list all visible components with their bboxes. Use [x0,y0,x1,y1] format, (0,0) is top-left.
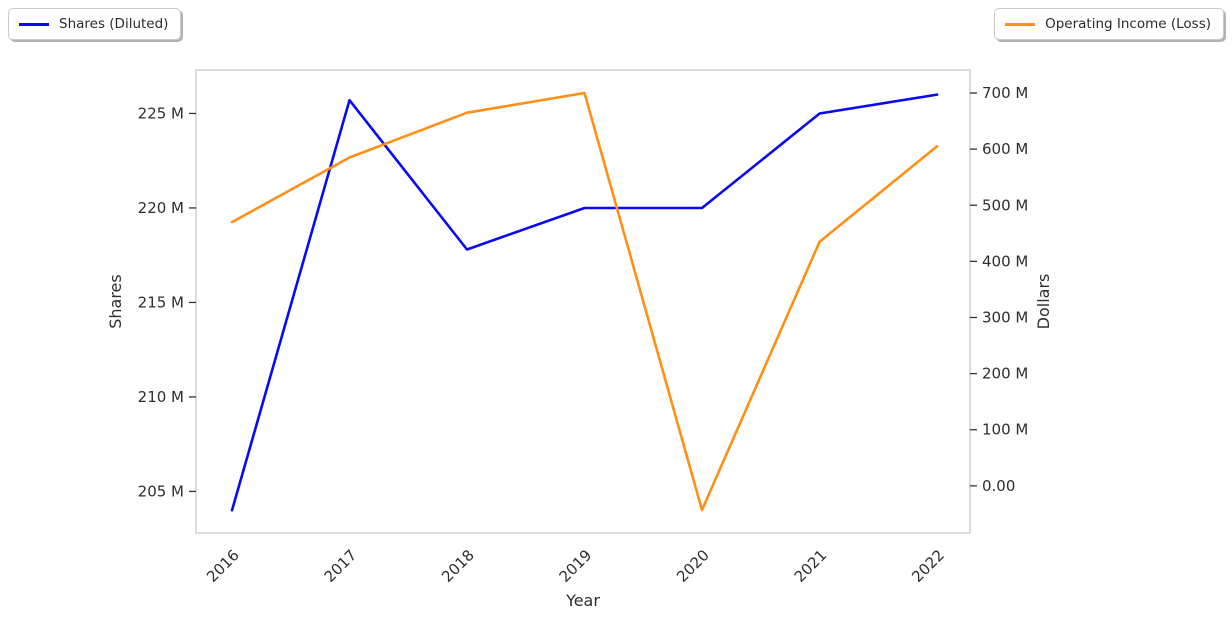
x-axis-tick-label: 2019 [556,546,596,586]
left-axis-tick-label: 205 M [138,482,184,500]
x-axis-tick-label: 2022 [908,546,948,586]
right-axis-tick-label: 0.00 [982,477,1015,495]
right-axis-tick-label: 500 M [982,196,1028,214]
x-axis-tick-label: 2020 [673,546,713,586]
series-line-operating-income-loss [230,91,939,512]
left-axis-tick-label: 215 M [138,293,184,311]
x-axis-tick-label: 2018 [438,546,478,586]
x-axis-title: Year [565,591,600,610]
right-axis-tick-label: 400 M [982,252,1028,270]
right-axis-tick-label: 300 M [982,308,1028,326]
right-axis-tick-label: 100 M [982,421,1028,439]
left-axis-tick-label: 210 M [138,388,184,406]
series-line-shares-diluted [230,93,939,512]
left-axis-tick-label: 220 M [138,199,184,217]
legend-shares-diluted: Shares (Diluted) [8,8,182,40]
legend-label-operating-income: Operating Income (Loss) [1045,16,1211,32]
right-axis-tick-label: 200 M [982,365,1028,383]
left-axis-tick-label: 225 M [138,104,184,122]
right-axis-tick-label: 600 M [982,140,1028,158]
x-axis-tick-label: 2016 [203,546,243,586]
right-axis-title: Dollars [1034,274,1053,330]
right-axis-tick-label: 700 M [982,84,1028,102]
x-axis-tick-label: 2021 [791,546,831,586]
legend-line-swatch-blue [19,22,49,26]
legend-operating-income: Operating Income (Loss) [994,8,1224,40]
x-axis-tick-label: 2017 [321,546,361,586]
legend-label-shares-diluted: Shares (Diluted) [59,16,169,32]
plot-border [195,69,971,534]
left-axis-title: Shares [106,274,125,329]
legend-line-swatch-orange [1005,22,1036,26]
